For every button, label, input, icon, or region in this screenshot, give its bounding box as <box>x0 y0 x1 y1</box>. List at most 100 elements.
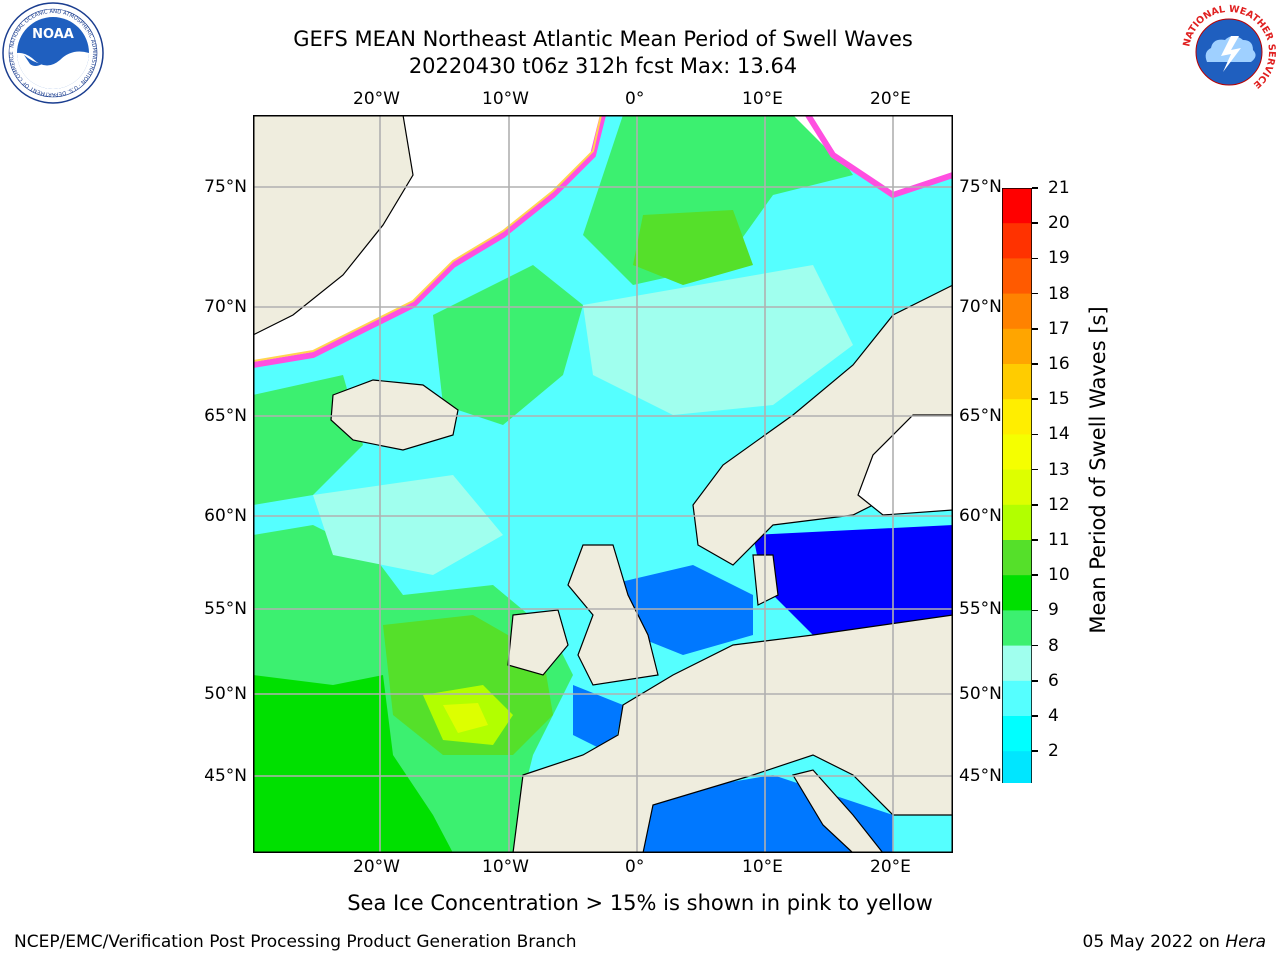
great-britain <box>567 544 659 686</box>
lat-label-left: 45°N <box>204 766 247 786</box>
colorbar-tick-text: 18 <box>1048 283 1070 304</box>
colorbar-segment <box>1002 751 1032 787</box>
colorbar-tick-mark <box>1032 187 1038 189</box>
colorbar-tick-text: 4 <box>1048 706 1059 726</box>
colorbar-tick-label: 13 <box>1032 459 1070 480</box>
colorbar-segment <box>1002 258 1032 295</box>
ice-edge-inner <box>253 115 602 362</box>
colorbar-segment <box>1002 188 1032 224</box>
colorbar-segment <box>1002 610 1032 647</box>
swell-zone-blue-baltic <box>753 525 953 635</box>
iceland <box>330 379 459 451</box>
colorbar-tick-label: 8 <box>1032 635 1059 656</box>
lat-label-left: 65°N <box>204 406 247 426</box>
colorbar-tick-label: 21 <box>1032 178 1070 198</box>
lon-label-top: 20°E <box>870 89 911 109</box>
noaa-logo-text: NOAA <box>32 27 74 42</box>
swell-zone-blue-biscay <box>573 685 623 755</box>
colorbar-tick-text: 2 <box>1048 741 1059 762</box>
colorbar-segment <box>1002 504 1032 541</box>
lon-label-top: 20°W <box>353 89 400 109</box>
lat-label-left: 60°N <box>204 506 247 526</box>
lat-label-left: 50°N <box>204 684 247 704</box>
colorbar-segment <box>1002 434 1032 471</box>
colorbar-tick-text: 9 <box>1048 600 1059 621</box>
chart-subtitle: 20220430 t06z 312h fcst Max: 13.64 <box>408 54 798 78</box>
swell-zone-north-green2 <box>633 210 753 285</box>
swell-zone-light2 <box>313 475 503 575</box>
colorbar-segment <box>1002 680 1032 717</box>
colorbar-tick-label: 10 <box>1032 565 1070 586</box>
colorbar-tick-label: 18 <box>1032 283 1070 304</box>
colorbar-tick-label: 6 <box>1032 671 1059 691</box>
colorbar-tick-text: 20 <box>1048 213 1070 234</box>
lon-label-bottom: 10°E <box>742 857 783 877</box>
colorbar-tick-mark <box>1032 644 1038 647</box>
colorbar-tick-label: 9 <box>1032 600 1059 621</box>
colorbar-tick-label: 2 <box>1032 741 1059 762</box>
greenland-land <box>253 115 414 336</box>
colorbar-tick-text: 13 <box>1048 459 1070 480</box>
colorbar-tick-mark <box>1032 328 1038 330</box>
lat-label-left: 55°N <box>204 599 247 619</box>
colorbar-tick-label: 17 <box>1032 318 1070 339</box>
graticule <box>253 115 953 853</box>
lat-label-right: 50°N <box>959 684 1002 704</box>
lat-label-right: 70°N <box>959 297 1002 317</box>
swell-zone-yellow-core <box>443 703 488 733</box>
colorbar <box>1001 187 1033 851</box>
ice-edge-svalbard <box>805 115 953 199</box>
colorbar-tick-label: 12 <box>1032 495 1070 515</box>
lon-label-bottom: 20°W <box>353 857 400 877</box>
colorbar-tick-label: 19 <box>1032 248 1070 269</box>
colorbar-tick-mark <box>1032 680 1038 682</box>
colorbar-tick-text: 21 <box>1048 178 1070 198</box>
colorbar-segment <box>1002 716 1032 752</box>
colorbar-tick-mark <box>1032 539 1038 541</box>
chart-title: GEFS MEAN Northeast Atlantic Mean Period… <box>293 27 913 51</box>
nws-logo: NATIONAL WEATHER SERVICE <box>1179 2 1279 102</box>
colorbar-segment <box>1002 469 1032 506</box>
lon-label-top: 10°W <box>482 89 529 109</box>
colorbar-segment <box>1002 575 1032 611</box>
colorbar-tick-text: 8 <box>1048 635 1059 656</box>
sea-ice-note: Sea Ice Concentration > 15% is shown in … <box>347 891 933 915</box>
map-plot <box>253 115 953 853</box>
colorbar-tick-mark <box>1032 468 1038 471</box>
credit-date: 05 May 2022 on Hera <box>1083 932 1267 952</box>
ice-edge <box>253 115 606 368</box>
colorbar-tick-mark <box>1032 609 1038 612</box>
lon-label-top: 0° <box>625 89 645 109</box>
colorbar-tick-mark <box>1032 574 1038 576</box>
colorbar-tick-label: 11 <box>1032 530 1070 550</box>
colorbar-tick-text: 14 <box>1048 424 1070 445</box>
credit-host: Hera <box>1225 932 1266 952</box>
colorbar-tick-mark <box>1032 222 1038 224</box>
colorbar-segment <box>1002 645 1032 682</box>
colorbar-label: Mean Period of Swell Waves [s] <box>1086 306 1110 634</box>
lat-label-right: 55°N <box>959 599 1002 619</box>
swell-zone-green-dark <box>253 675 453 853</box>
colorbar-segment <box>1002 540 1032 576</box>
italy <box>792 769 884 853</box>
colorbar-segment <box>1002 364 1032 400</box>
colorbar-tick-mark <box>1032 363 1038 365</box>
colorbar-segment <box>1002 399 1032 435</box>
colorbar-tick-text: 19 <box>1048 248 1070 269</box>
lat-label-right: 75°N <box>959 177 1002 197</box>
colorbar-tick-mark <box>1032 257 1038 260</box>
svalbard-ice <box>793 115 953 195</box>
credit-date-text: 05 May 2022 on <box>1082 932 1226 952</box>
colorbar-tick-text: 16 <box>1048 354 1070 374</box>
colorbar-ticks: 21 20 19 18 17 16 15 14 13 12 11 10 9 8 6 4 2 <box>1032 178 1084 770</box>
finland-sweden-inner <box>857 414 953 516</box>
colorbar-tick-text: 17 <box>1048 318 1070 339</box>
colorbar-tick-text: 10 <box>1048 565 1070 586</box>
colorbar-segment <box>1002 328 1032 365</box>
colorbar-tick-mark <box>1032 292 1038 295</box>
swell-zone-light <box>583 265 853 415</box>
lat-label-left: 70°N <box>204 297 247 317</box>
lon-label-top: 10°E <box>742 89 783 109</box>
europe-mainland <box>512 614 953 853</box>
lon-label-bottom: 20°E <box>870 857 911 877</box>
